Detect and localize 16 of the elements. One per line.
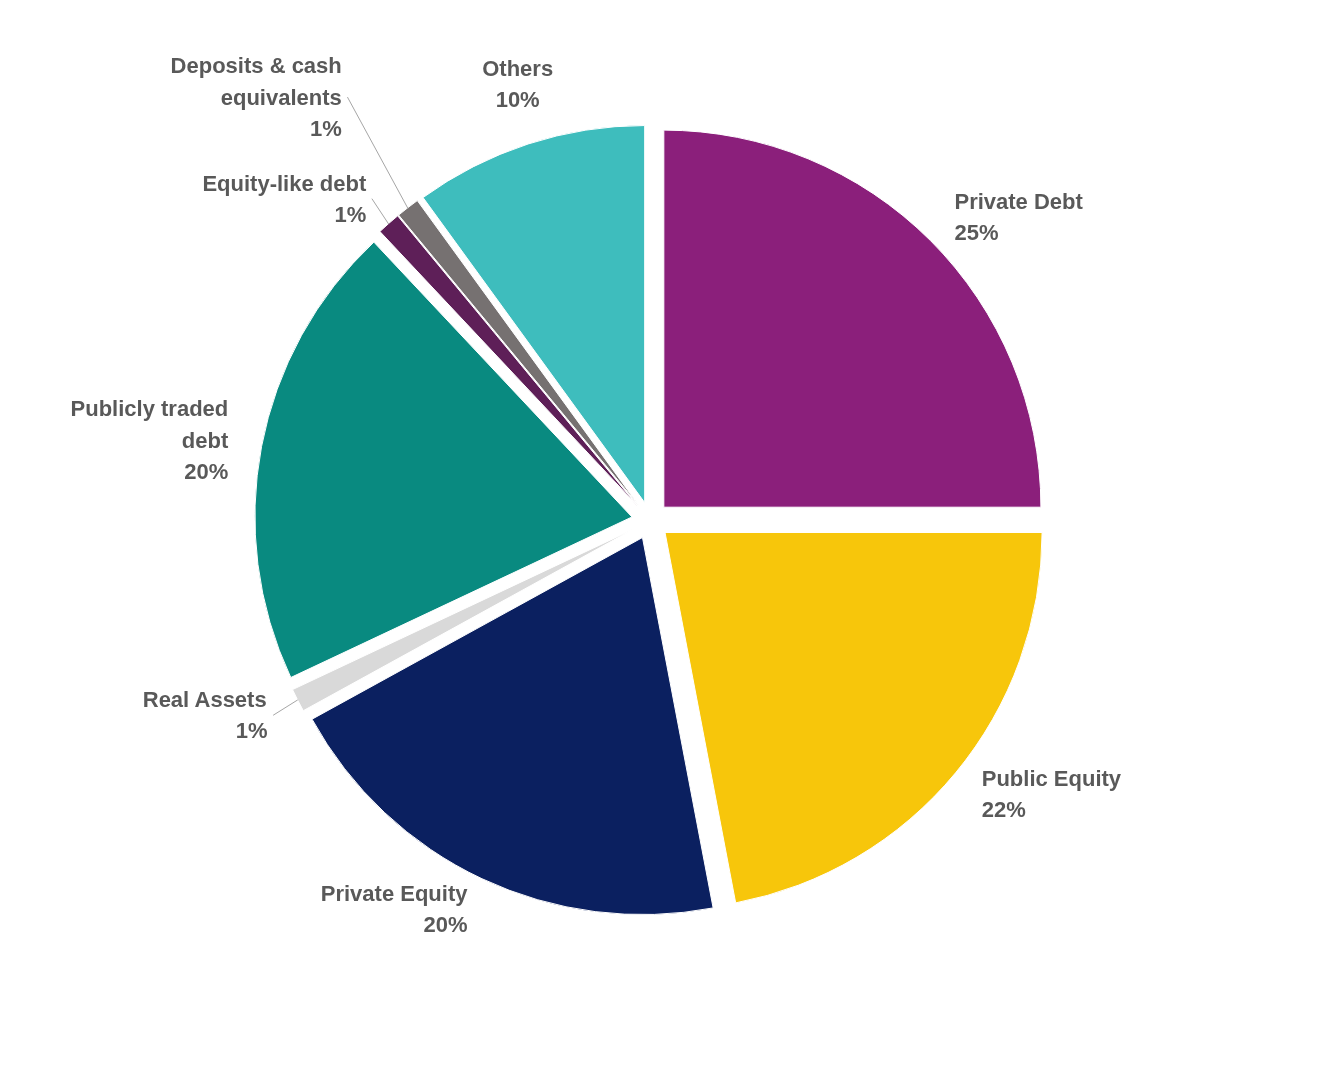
slice-label: Equity-like debt	[202, 170, 367, 196]
slice-label: Private Debt	[954, 189, 1084, 214]
data-label: 1%	[309, 115, 342, 141]
slice-label: Deposits & cash equivalents	[170, 53, 342, 110]
data-label: 10%	[495, 87, 540, 113]
data-label: 1%	[334, 201, 367, 227]
data-label: 20%	[423, 911, 468, 937]
slice-label: Private Equity	[320, 880, 469, 906]
slice-label: Others	[482, 56, 554, 82]
slice-label: Publicly traded debt	[70, 396, 229, 453]
data-label: 22%	[981, 797, 1026, 823]
data-label: 25%	[954, 220, 999, 246]
data-label: 1%	[235, 718, 268, 744]
slice-label: Real Assets	[142, 687, 267, 713]
data-label: 20%	[184, 458, 229, 484]
slice-label: Public Equity	[981, 765, 1122, 791]
